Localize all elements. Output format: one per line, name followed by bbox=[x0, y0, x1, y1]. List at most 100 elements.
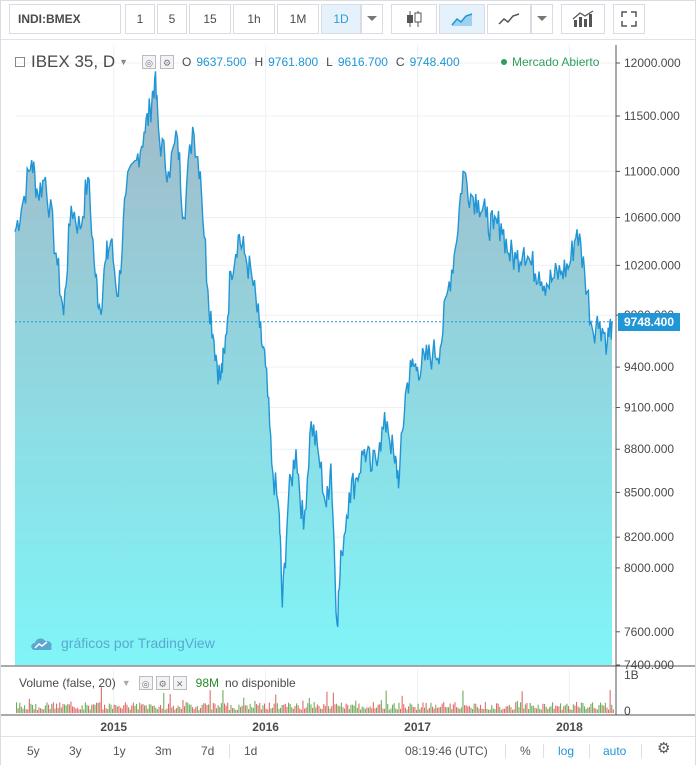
interval-dropdown-button[interactable] bbox=[361, 4, 383, 34]
volume-bar bbox=[244, 705, 246, 713]
range-3y-button[interactable]: 3y bbox=[69, 744, 82, 758]
volume-bar bbox=[147, 708, 149, 713]
volume-bar bbox=[299, 708, 301, 713]
style-dropdown-button[interactable] bbox=[531, 4, 553, 34]
range-1y-button[interactable]: 1y bbox=[113, 744, 126, 758]
volume-bar bbox=[131, 705, 133, 713]
volume-bar bbox=[344, 708, 346, 713]
volume-bar bbox=[230, 704, 232, 713]
percent-scale-button[interactable]: % bbox=[520, 744, 531, 758]
volume-axis-label: 0 bbox=[624, 704, 631, 718]
volume-bar bbox=[598, 705, 600, 713]
volume-bar bbox=[115, 705, 117, 713]
volume-bar bbox=[356, 707, 358, 713]
volume-bar bbox=[329, 708, 331, 713]
close-icon[interactable]: ✕ bbox=[172, 676, 187, 690]
volume-bar bbox=[372, 702, 374, 713]
chevron-down-icon[interactable]: ▼ bbox=[119, 57, 129, 67]
high-label: H bbox=[254, 55, 264, 69]
auto-scale-button[interactable]: auto bbox=[603, 744, 627, 758]
volume-bar bbox=[590, 703, 592, 713]
volume-bar bbox=[313, 702, 315, 713]
volume-legend: Volume (false, 20) ▼ ◎ ⚙ ✕ 98M no dispon… bbox=[19, 676, 296, 690]
volume-bar bbox=[473, 703, 475, 713]
volume-bar bbox=[152, 706, 154, 713]
tradingview-watermark[interactable]: gráficos por TradingView bbox=[29, 635, 215, 651]
volume-bar bbox=[392, 704, 394, 713]
bottom-toolbar: 5y 3y 1y 3m 7d 1d 08:19:46 (UTC) % log a… bbox=[1, 736, 695, 765]
volume-bar bbox=[235, 709, 237, 713]
volume-bar bbox=[259, 702, 261, 713]
interval-5-button[interactable]: 5 bbox=[157, 4, 187, 34]
interval-1-button[interactable]: 1 bbox=[125, 4, 155, 34]
volume-bar bbox=[553, 708, 555, 713]
chevron-down-icon[interactable]: ▼ bbox=[121, 678, 131, 688]
interval-1h-button[interactable]: 1h bbox=[233, 4, 275, 34]
volume-bar bbox=[457, 707, 459, 713]
area-style-button[interactable] bbox=[439, 4, 485, 34]
volume-bar bbox=[24, 705, 26, 713]
volume-bar bbox=[363, 707, 365, 713]
volume-bar bbox=[353, 705, 355, 713]
candles-style-button[interactable] bbox=[391, 4, 437, 34]
volume-bar bbox=[462, 690, 464, 713]
gear-icon[interactable]: ⚙ bbox=[160, 55, 175, 69]
volume-bar bbox=[342, 707, 344, 713]
y-tick-label: 7600.000 bbox=[624, 625, 674, 639]
volume-bar bbox=[451, 709, 453, 713]
interval-1m-button[interactable]: 1M bbox=[277, 4, 319, 34]
y-tick-label: 12000.000 bbox=[624, 56, 681, 70]
x-tick-label: 2016 bbox=[252, 720, 279, 734]
volume-bar bbox=[284, 703, 286, 713]
volume-bar bbox=[532, 705, 534, 713]
interval-1d-button[interactable]: 1D bbox=[321, 4, 361, 34]
volume-bar bbox=[576, 702, 578, 713]
settings-gear-icon[interactable]: ⚙ bbox=[657, 740, 671, 757]
volume-bar bbox=[446, 707, 448, 713]
volume-bar bbox=[488, 709, 490, 713]
volume-bar bbox=[184, 706, 186, 713]
log-scale-button[interactable]: log bbox=[558, 744, 575, 758]
volume-bar bbox=[395, 708, 397, 713]
volume-bar bbox=[270, 708, 272, 713]
volume-bar bbox=[328, 706, 330, 713]
eye-icon[interactable]: ◎ bbox=[142, 55, 157, 69]
volume-bar bbox=[267, 709, 269, 713]
fullscreen-button[interactable] bbox=[613, 4, 645, 34]
volume-bar bbox=[120, 707, 122, 713]
eye-icon[interactable]: ◎ bbox=[138, 676, 153, 690]
gear-icon[interactable]: ⚙ bbox=[155, 676, 170, 690]
volume-bar bbox=[537, 704, 539, 713]
market-status: Mercado Abierto bbox=[501, 55, 599, 69]
volume-bar bbox=[113, 704, 115, 713]
volume-bar bbox=[355, 700, 357, 713]
volume-bar bbox=[68, 704, 70, 713]
volume-bar bbox=[64, 704, 66, 713]
range-5y-button[interactable]: 5y bbox=[27, 744, 40, 758]
y-tick-label: 8500.000 bbox=[624, 485, 674, 499]
volume-bar bbox=[176, 708, 178, 713]
range-7d-button[interactable]: 7d bbox=[201, 744, 215, 758]
line-style-button[interactable] bbox=[487, 4, 531, 34]
volume-bar bbox=[396, 709, 398, 713]
divider bbox=[543, 744, 544, 758]
volume-bar bbox=[422, 702, 424, 713]
volume-bar bbox=[334, 704, 336, 713]
indicators-button[interactable] bbox=[561, 4, 605, 34]
volume-bar bbox=[105, 708, 107, 713]
volume-bar bbox=[25, 709, 27, 713]
price-chart[interactable]: 7400.000 7600.000 8000.000 8200.000 8500.000… bbox=[1, 1, 695, 736]
clock-label[interactable]: 08:19:46 (UTC) bbox=[405, 744, 488, 758]
range-3m-button[interactable]: 3m bbox=[155, 744, 172, 758]
collapse-legend-icon[interactable] bbox=[15, 57, 25, 67]
volume-bar bbox=[281, 705, 283, 713]
volume-bar bbox=[201, 704, 203, 713]
volume-bar bbox=[233, 708, 235, 713]
volume-bar bbox=[51, 703, 53, 713]
volume-bar bbox=[361, 706, 363, 713]
range-1d-button[interactable]: 1d bbox=[244, 744, 258, 758]
volume-bar bbox=[32, 704, 34, 713]
interval-15-button[interactable]: 15 bbox=[189, 4, 231, 34]
symbol-search-button[interactable]: INDI:BMEX bbox=[9, 4, 121, 34]
volume-bar bbox=[339, 706, 341, 713]
